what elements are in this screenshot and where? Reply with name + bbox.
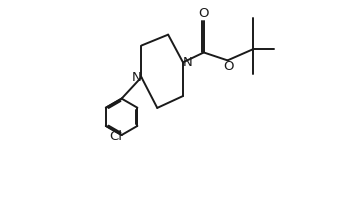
Text: O: O	[223, 60, 233, 73]
Text: Cl: Cl	[110, 129, 123, 143]
Text: O: O	[198, 7, 209, 20]
Text: N: N	[182, 56, 192, 69]
Text: N: N	[132, 71, 142, 84]
